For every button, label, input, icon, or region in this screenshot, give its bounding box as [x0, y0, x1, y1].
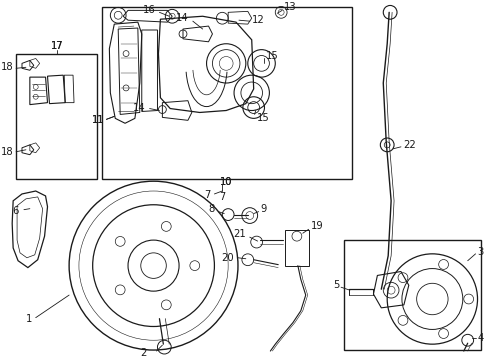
Text: 9: 9 — [261, 204, 267, 214]
Text: 7: 7 — [219, 192, 225, 202]
Text: 15: 15 — [266, 50, 278, 60]
Text: 15: 15 — [257, 113, 270, 123]
Text: 21: 21 — [233, 229, 246, 239]
Text: 20: 20 — [221, 253, 234, 263]
Text: 14: 14 — [176, 13, 189, 23]
Bar — [344, 240, 482, 350]
Text: 6: 6 — [12, 206, 19, 216]
Bar — [101, 8, 352, 179]
Text: 5: 5 — [333, 280, 339, 290]
Text: 18: 18 — [0, 147, 13, 157]
Bar — [285, 230, 309, 266]
Text: 11: 11 — [92, 115, 104, 125]
Text: 4: 4 — [478, 333, 484, 343]
Text: 11: 11 — [92, 115, 104, 125]
Text: 16: 16 — [143, 5, 155, 15]
Text: 17: 17 — [51, 41, 64, 51]
Text: 19: 19 — [311, 221, 323, 231]
Text: 7: 7 — [204, 190, 211, 200]
Text: 10: 10 — [220, 177, 233, 187]
Text: 14: 14 — [133, 103, 146, 113]
Text: 2: 2 — [141, 348, 147, 358]
Text: 12: 12 — [252, 15, 265, 25]
Text: 1: 1 — [26, 314, 32, 324]
Text: 8: 8 — [208, 204, 215, 214]
Bar — [16, 54, 97, 179]
Text: 13: 13 — [284, 3, 297, 13]
Text: 17: 17 — [51, 41, 64, 51]
Text: 10: 10 — [220, 177, 232, 187]
Text: 3: 3 — [478, 247, 484, 257]
Text: 22: 22 — [403, 140, 416, 150]
Text: 18: 18 — [0, 62, 13, 72]
